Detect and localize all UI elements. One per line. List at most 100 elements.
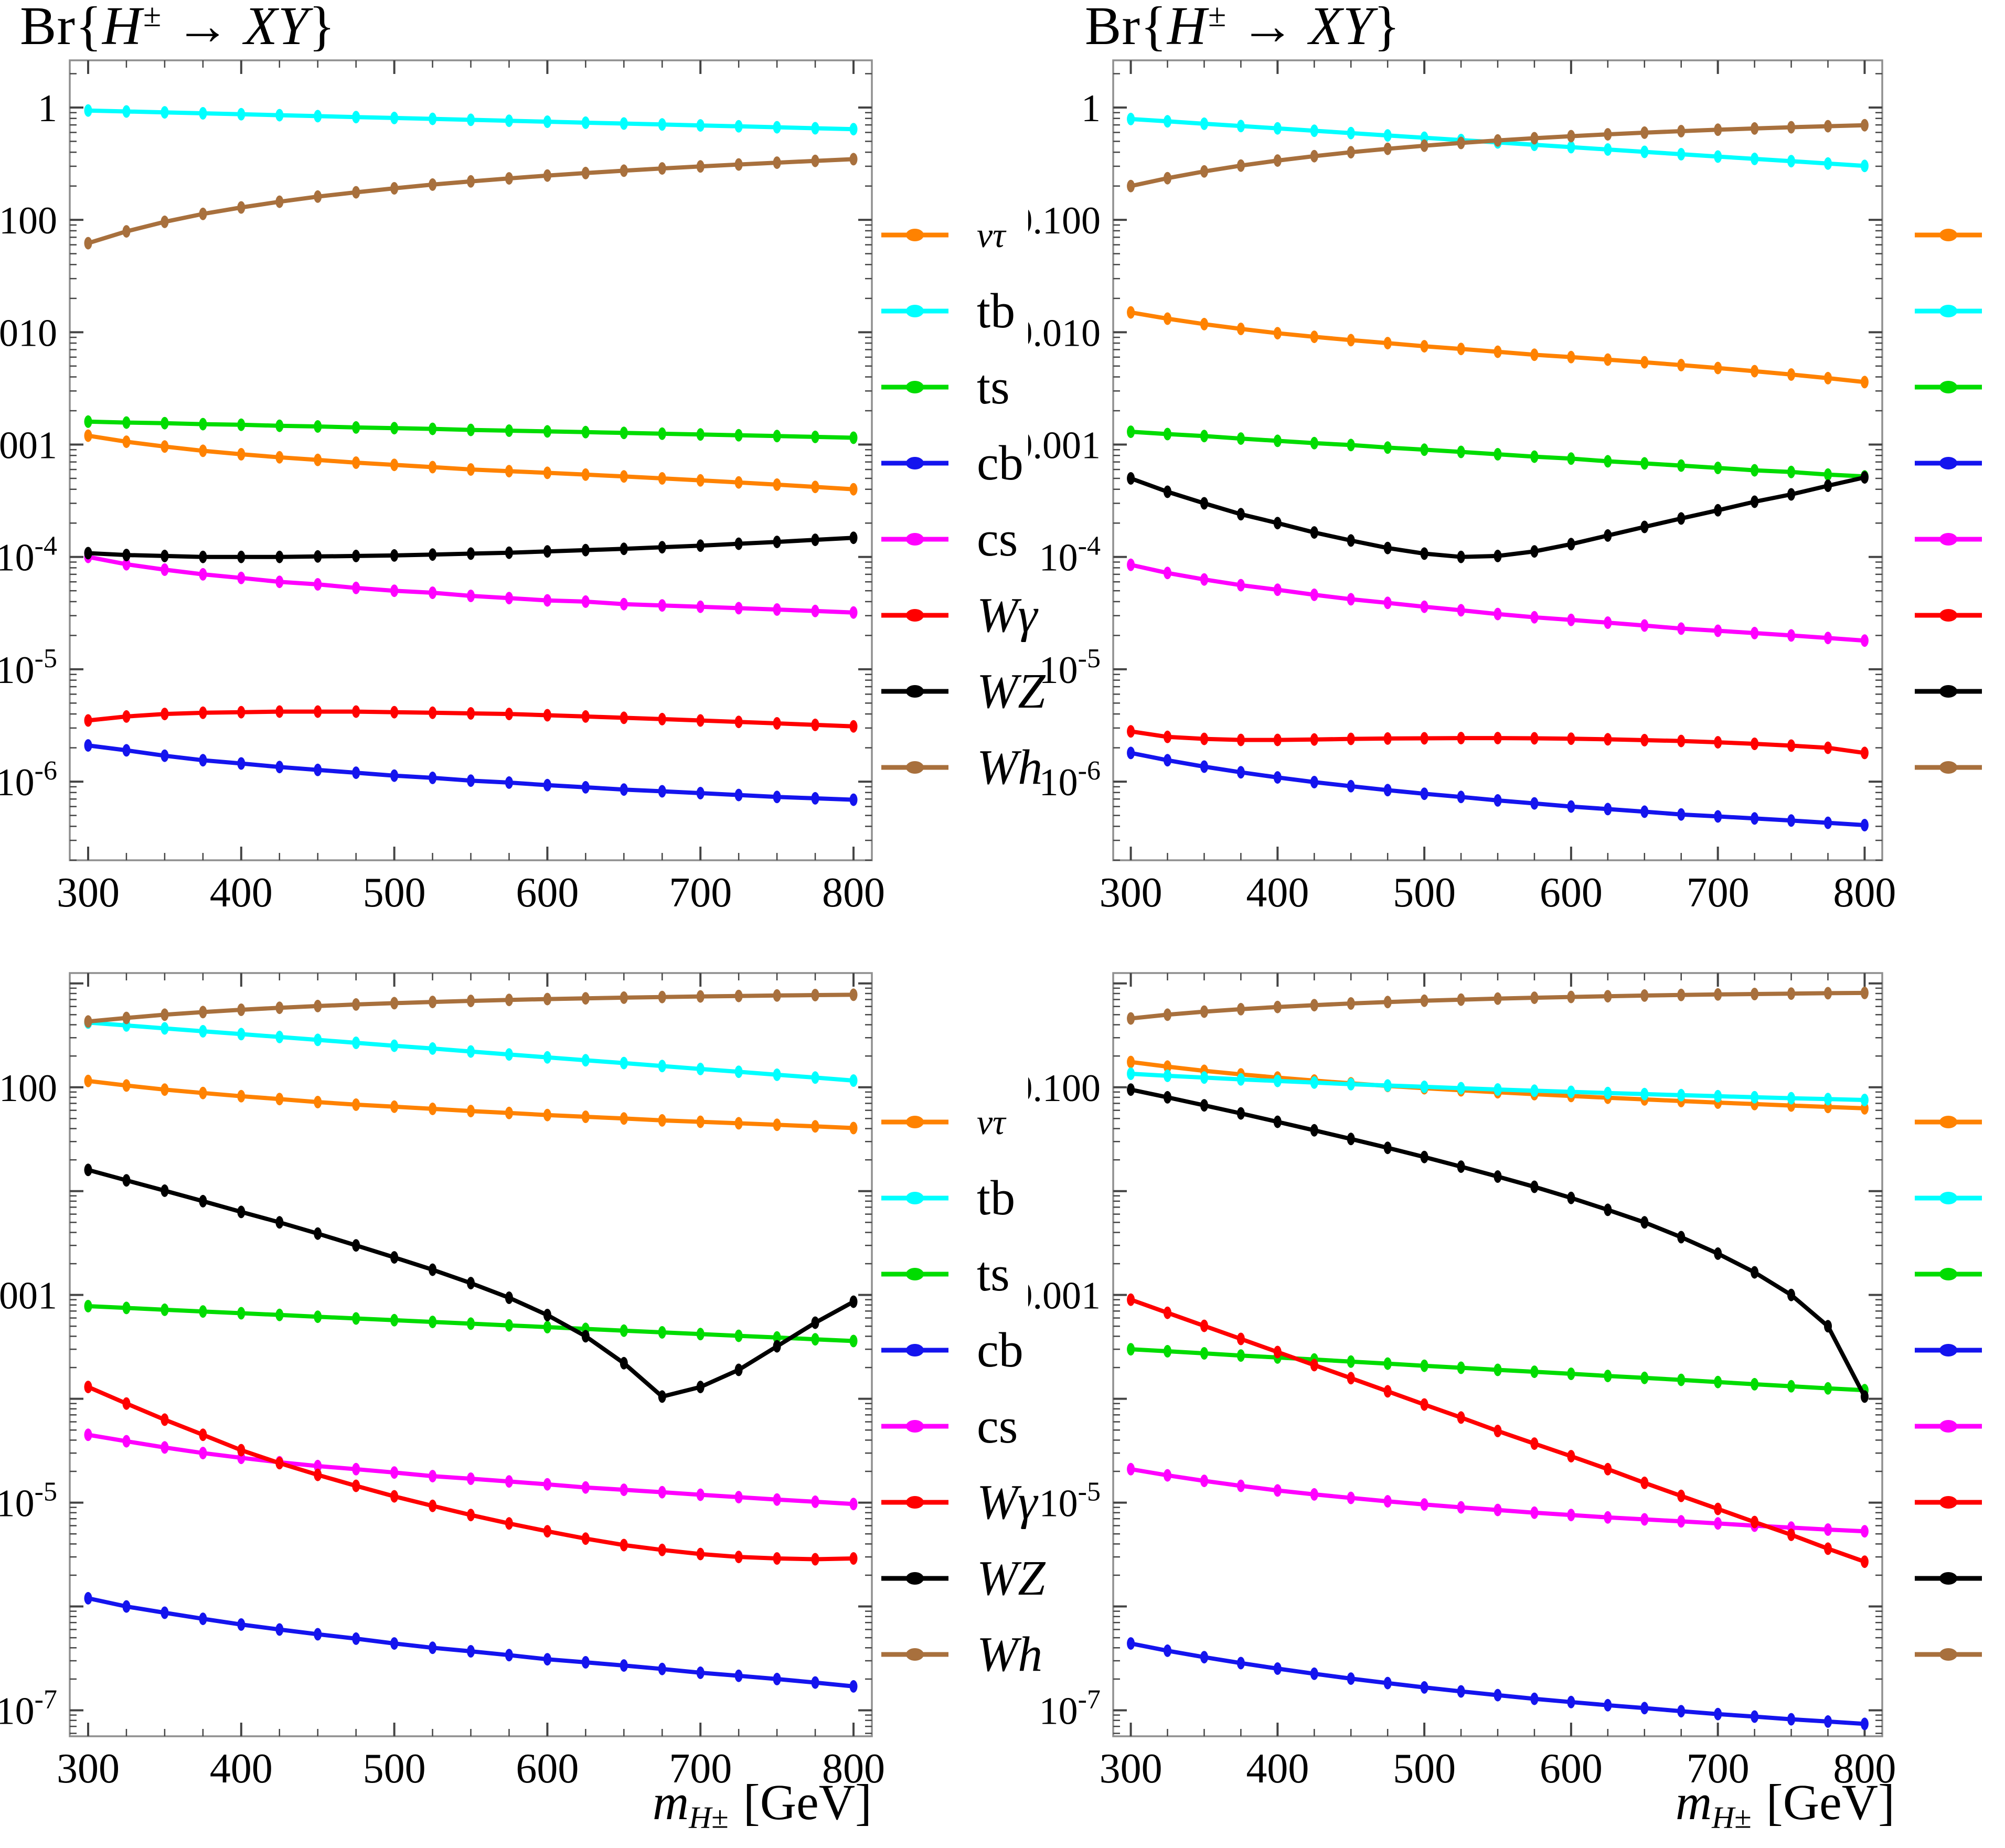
- y-axis-ticks: [70, 982, 872, 1734]
- x-axis-ticks: [1129, 60, 1866, 860]
- title-prefix: Br{: [1085, 0, 1167, 56]
- legend-label-tb: tb: [977, 1170, 1016, 1225]
- y-tick-label: 0.010: [1028, 312, 1101, 355]
- title-products: XY: [1309, 0, 1374, 56]
- legend-label-nu-tau: ντ: [977, 215, 1006, 255]
- x-tick-label: 600: [516, 870, 579, 916]
- series-line-w-h: [86, 157, 856, 245]
- legend-swatch-ts: [1915, 380, 1982, 393]
- y-tick-label: 10-5: [0, 644, 57, 692]
- legend-item-tb: tb: [880, 1160, 1046, 1236]
- legend-swatch-ts: [1915, 1267, 1982, 1280]
- y-tick-label: 0.100: [1028, 199, 1101, 242]
- series-markers-w-gamma: [84, 1381, 858, 1566]
- series-markers-w-gamma: [84, 705, 858, 733]
- series-markers-nu-tau: [84, 429, 858, 496]
- x-tick-label: 300: [1100, 870, 1163, 916]
- series-markers-nu-tau: [1127, 306, 1869, 389]
- legend-item-w-gamma: Wγ: [1914, 577, 2005, 653]
- legend-swatch-nu-tau: [1915, 228, 1982, 241]
- legend-item-cs: cs: [880, 501, 1046, 577]
- xlabel-subscript-higgs: H: [1712, 1800, 1735, 1835]
- y-axis-tick-labels: 10-6 10-5 10-4 0.001 0.010 0.100 1: [0, 87, 57, 804]
- legend-item-cb: cb: [880, 1312, 1046, 1388]
- legend-swatch-tb: [1915, 304, 1982, 317]
- legend-label-cs: cs: [977, 511, 1018, 567]
- x-tick-label: 600: [1540, 870, 1603, 916]
- legend-swatch-tb: [1915, 1191, 1982, 1204]
- y-tick-label: 10-7: [0, 1685, 57, 1733]
- title-higgs-symbol: H: [102, 0, 143, 56]
- legend-item-cb: cb: [880, 425, 1046, 501]
- x-tick-label: 700: [669, 870, 732, 916]
- y-tick-label: 0.100: [0, 1067, 57, 1110]
- legend-label-cb: cb: [977, 1322, 1023, 1377]
- legend-item-nu-tau: ντ: [1914, 197, 2005, 273]
- series-markers-tb: [84, 104, 858, 136]
- plot-area-bottom-left: 300 400 500 600 700 800 10-7 10-5 0.001 0.100: [0, 972, 885, 1792]
- legend-bottom-left: ντ tb ts cb cs Wγ WZ Wh: [880, 1084, 1046, 1692]
- series-markers-cb: [1127, 746, 1869, 831]
- y-axis-tick-labels: 10-7 10-5 0.001 0.100: [1028, 1067, 1101, 1733]
- x-axis-tick-labels: 300 400 500 600 700 800: [57, 1746, 885, 1792]
- y-tick-label: 0.100: [0, 199, 57, 242]
- plot-title-top-left: Br{H± → XY}: [20, 0, 336, 57]
- series-markers-nu-tau: [84, 1074, 858, 1135]
- series-markers-w-z: [1127, 471, 1869, 563]
- series-markers-ts: [84, 415, 858, 444]
- legend-label-cs: cs: [977, 1398, 1018, 1454]
- legend-label-w-gamma: Wγ: [977, 1475, 1038, 1530]
- legend-item-w-gamma: Wγ: [1914, 1464, 2005, 1540]
- x-tick-label: 400: [210, 1746, 273, 1792]
- y-axis-ticks: [1113, 73, 1882, 861]
- legend-item-w-z: WZ: [880, 653, 1046, 729]
- legend-label-nu-tau: ντ: [977, 1102, 1006, 1142]
- legend-swatch-w-gamma: [1915, 608, 1982, 622]
- legend-item-w-z: WZ: [1914, 653, 2005, 729]
- legend-swatch-w-gamma: [1915, 1496, 1982, 1509]
- legend-label-w-gamma: Wγ: [977, 587, 1038, 643]
- series-markers-cs: [84, 1428, 858, 1511]
- legend-item-tb: tb: [1914, 273, 2005, 349]
- y-tick-label: 1: [1081, 87, 1101, 130]
- x-tick-label: 600: [1540, 1746, 1603, 1792]
- legend-item-w-h: Wh: [880, 729, 1046, 805]
- x-tick-label: 700: [669, 1746, 732, 1792]
- y-tick-label: 10-5: [1039, 644, 1101, 692]
- legend-swatch-ts: [881, 1267, 948, 1280]
- series-markers-w-gamma: [1127, 725, 1869, 760]
- x-tick-label: 800: [1833, 870, 1896, 916]
- y-tick-label: 0.001: [0, 1275, 57, 1318]
- legend-top-left: ντ tb ts cb cs Wγ WZ Wh: [880, 197, 1046, 805]
- y-tick-label: 0.001: [1028, 1275, 1101, 1318]
- title-products: XY: [244, 0, 309, 56]
- legend-item-ts: ts: [1914, 1236, 2005, 1312]
- title-charge-superscript: ±: [143, 0, 162, 34]
- legend-swatch-cs: [881, 1419, 948, 1433]
- legend-swatch-w-gamma: [881, 608, 948, 622]
- legend-item-cs: cs: [1914, 1388, 2005, 1464]
- legend-swatch-cs: [1915, 1419, 1982, 1433]
- title-suffix: }: [308, 0, 336, 56]
- xlabel-unit: [GeV]: [1766, 1774, 1895, 1830]
- legend-item-ts: ts: [880, 349, 1046, 425]
- plot-frame: [69, 972, 873, 1737]
- xlabel-subscript-charge: ±: [1734, 1800, 1752, 1835]
- y-tick-label: 0.100: [1028, 1067, 1101, 1110]
- x-tick-label: 400: [1246, 1746, 1309, 1792]
- plot-area-top-left: 300 400 500 600 700 800 10-6 10-5 10-4 0.001 0.010…: [0, 59, 885, 916]
- legend-item-w-gamma: Wγ: [880, 577, 1046, 653]
- x-tick-label: 400: [210, 870, 273, 916]
- y-tick-label: 10-6: [1039, 756, 1101, 804]
- legend-item-ts: ts: [880, 1236, 1046, 1312]
- legend-swatch-w-gamma: [881, 1496, 948, 1509]
- arrow-glyph: →: [175, 0, 231, 56]
- x-tick-label: 700: [1687, 1746, 1750, 1792]
- x-axis-tick-labels: 300 400 500 600 700 800: [57, 870, 885, 916]
- series-markers-ts: [1127, 1343, 1869, 1397]
- legend-swatch-w-h: [1915, 1648, 1982, 1661]
- series-markers-w-h: [1127, 119, 1869, 193]
- y-tick-label: 10-7: [1039, 1685, 1101, 1733]
